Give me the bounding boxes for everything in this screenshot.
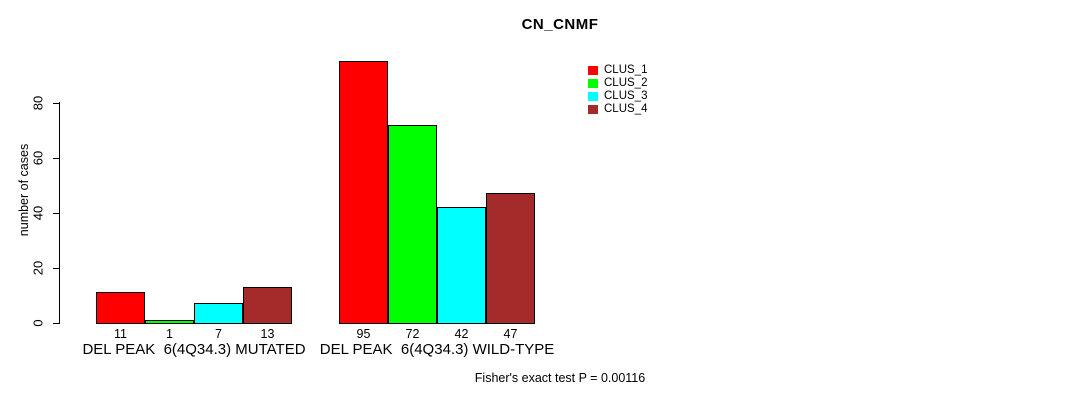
bar-value-label: 42: [454, 327, 469, 341]
category-label: DEL PEAK 6(4Q34.3) MUTATED: [82, 341, 306, 358]
legend-swatch-icon: [588, 104, 598, 115]
bar-clus_3-group2: [437, 207, 486, 324]
legend: CLUS_1 CLUS_2 CLUS_3 CLUS_4: [588, 64, 647, 116]
bar-value-label: 95: [356, 327, 371, 341]
y-tick-label: 80: [30, 95, 46, 110]
y-tick: [53, 157, 59, 159]
bar-value-label: 47: [503, 327, 518, 341]
y-tick-label: 60: [30, 150, 46, 165]
legend-label: CLUS_1: [604, 64, 648, 76]
legend-swatch-icon: [588, 65, 598, 76]
y-tick: [53, 102, 59, 104]
chart-title: CN_CNMF: [521, 16, 599, 33]
legend-label: CLUS_3: [604, 90, 648, 102]
bar-clus_1-group2: [339, 61, 388, 324]
legend-swatch-icon: [588, 91, 598, 102]
bar-value-label: 13: [260, 327, 275, 341]
y-tick: [53, 322, 59, 324]
y-tick-label: 0: [30, 318, 46, 327]
legend-item: CLUS_1: [588, 64, 647, 77]
bar-clus_2-group2: [388, 124, 437, 324]
y-tick: [53, 212, 59, 214]
legend-label: CLUS_4: [604, 103, 648, 115]
legend-swatch-icon: [588, 78, 598, 89]
y-axis-label: number of cases: [17, 143, 31, 237]
legend-item: CLUS_2: [588, 77, 647, 90]
bar-clus_4-group2: [486, 193, 535, 324]
y-tick-label: 20: [30, 260, 46, 275]
bar-clus_3-group1: [194, 303, 243, 324]
bar-value-label: 7: [215, 327, 222, 341]
bar-clus_1-group1: [96, 292, 145, 324]
legend-item: CLUS_4: [588, 103, 647, 116]
category-label: DEL PEAK 6(4Q34.3) WILD-TYPE: [319, 341, 555, 358]
bar-clus_2-group1: [145, 319, 194, 324]
bar-value-label: 11: [114, 327, 127, 341]
legend-item: CLUS_3: [588, 90, 647, 103]
bar-value-label: 1: [166, 327, 173, 341]
annotation-text: Fisher's exact test P = 0.00116: [474, 371, 646, 385]
legend-label: CLUS_2: [604, 77, 648, 89]
bar-value-label: 72: [405, 327, 420, 341]
y-tick-label: 40: [30, 205, 46, 220]
y-axis-line: [59, 102, 60, 324]
y-tick: [53, 267, 59, 269]
bar-clus_4-group1: [243, 286, 292, 324]
